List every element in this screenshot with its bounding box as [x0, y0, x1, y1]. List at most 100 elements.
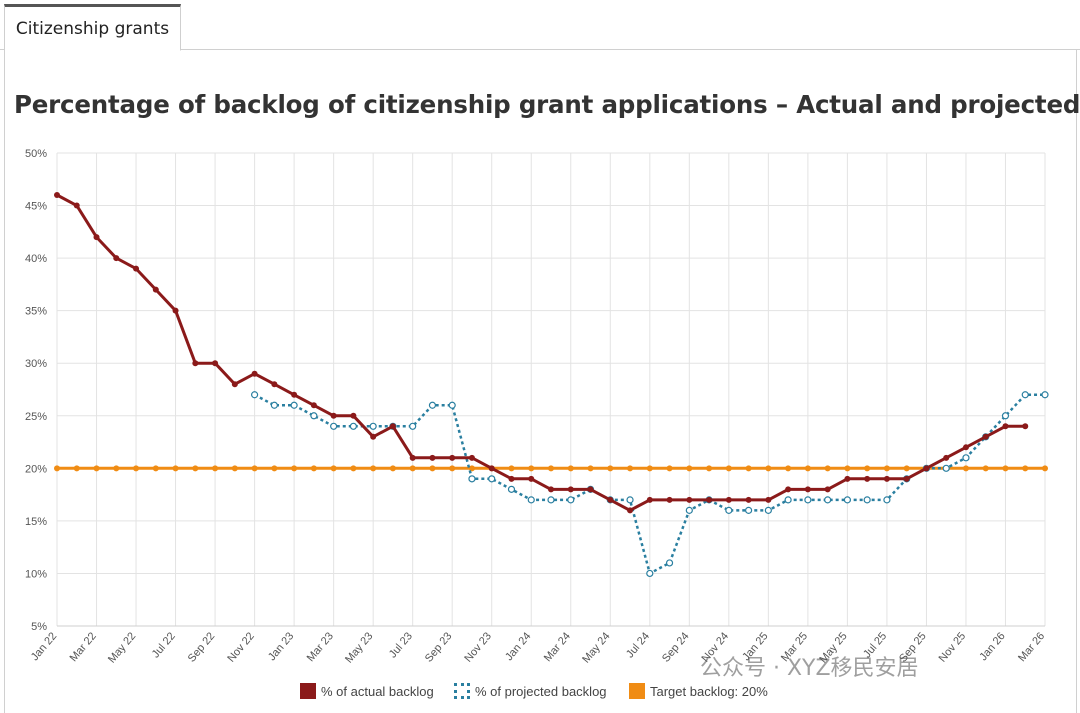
data-point-target: [409, 465, 416, 472]
data-point-actual: [883, 475, 890, 482]
chart-title: Percentage of backlog of citizenship gra…: [14, 90, 1080, 119]
legend-item-target[interactable]: Target backlog: 20%: [629, 683, 768, 699]
data-point-actual: [725, 496, 732, 503]
tab-citizenship-grants[interactable]: Citizenship grants: [4, 4, 181, 51]
data-point-projected: [863, 496, 871, 504]
data-point-actual: [943, 454, 950, 461]
data-point-projected: [942, 464, 950, 472]
x-tick-label: May 24: [580, 630, 612, 665]
data-point-target: [745, 465, 752, 472]
data-point-projected: [270, 401, 278, 409]
data-point-projected: [725, 506, 733, 514]
watermark-text: 公众号 · XYZ移民安居: [700, 656, 919, 681]
data-point-target: [725, 465, 732, 472]
data-point-projected: [310, 412, 318, 420]
data-point-target: [73, 465, 80, 472]
data-point-projected: [567, 496, 575, 504]
data-point-actual: [804, 486, 811, 493]
data-point-actual: [192, 360, 199, 367]
data-point-actual: [1002, 423, 1009, 430]
data-point-target: [804, 465, 811, 472]
data-point-target: [607, 465, 614, 472]
y-tick-label: 25%: [25, 411, 47, 423]
legend-item-actual[interactable]: % of actual backlog: [300, 683, 434, 699]
legend-item-projected[interactable]: % of projected backlog: [454, 683, 607, 699]
data-point-target: [1042, 465, 1048, 472]
chart-panel: [4, 50, 1077, 713]
data-point-target: [310, 465, 317, 472]
data-point-target: [785, 465, 792, 472]
data-point-actual: [330, 412, 337, 419]
data-point-actual: [765, 496, 772, 503]
data-point-projected: [547, 496, 555, 504]
data-point-projected: [646, 569, 654, 578]
data-point-target: [528, 465, 535, 472]
data-point-actual: [152, 286, 159, 293]
data-point-actual: [133, 265, 140, 272]
data-point-projected: [824, 496, 832, 504]
data-point-actual: [567, 486, 574, 493]
data-point-actual: [587, 486, 594, 493]
data-point-actual: [93, 234, 100, 241]
data-point-target: [883, 465, 890, 472]
data-point-projected: [369, 422, 377, 430]
y-tick-label: 50%: [25, 148, 47, 160]
data-point-target: [962, 465, 969, 472]
data-point-actual: [548, 486, 554, 493]
chart-legend: % of actual backlog % of projected backl…: [0, 683, 1080, 703]
x-tick-label: Jul 23: [387, 630, 415, 660]
data-point-actual: [350, 412, 357, 419]
data-point-target: [468, 465, 475, 472]
data-point-projected: [428, 401, 437, 409]
data-point-actual: [706, 496, 713, 503]
data-point-target: [172, 465, 179, 472]
data-point-actual: [844, 475, 851, 482]
data-point-target: [567, 465, 574, 472]
data-point-projected: [685, 506, 693, 514]
data-point-projected: [1041, 391, 1049, 399]
x-tick-label: May 23: [343, 630, 375, 665]
data-point-actual: [389, 423, 396, 430]
x-tick-label: Mar 24: [542, 630, 573, 664]
data-point-target: [152, 465, 159, 472]
x-tick-label: Nov 22: [225, 630, 257, 664]
y-tick-label: 40%: [25, 253, 47, 265]
data-point-actual: [449, 454, 456, 461]
data-point-actual: [627, 507, 634, 514]
legend-swatch-projected: [454, 683, 470, 699]
data-point-actual: [370, 433, 377, 440]
x-tick-label: Jan 22: [29, 630, 59, 663]
y-tick-label: 35%: [25, 306, 47, 318]
data-point-projected: [1021, 391, 1029, 399]
x-tick-label: Jan 23: [266, 630, 296, 663]
data-point-actual: [508, 475, 515, 482]
data-point-target: [93, 465, 100, 472]
legend-swatch-target: [629, 683, 645, 699]
data-point-projected: [1001, 412, 1010, 420]
data-point-target: [350, 465, 357, 472]
y-tick-label: 45%: [25, 201, 47, 213]
data-point-projected: [488, 475, 496, 483]
y-tick-label: 5%: [31, 621, 47, 633]
data-point-target: [251, 465, 258, 472]
data-point-target: [113, 465, 120, 472]
data-point-actual: [113, 255, 120, 262]
data-point-actual: [212, 360, 219, 367]
data-point-actual: [982, 433, 989, 440]
x-tick-label: Mar 22: [68, 630, 99, 664]
data-point-target: [548, 465, 554, 472]
data-point-target: [824, 465, 831, 472]
y-tick-label: 20%: [25, 463, 47, 475]
data-point-target: [54, 465, 60, 472]
data-point-target: [370, 465, 377, 472]
data-point-target: [1022, 465, 1029, 472]
data-point-target: [133, 465, 140, 472]
data-point-projected: [349, 422, 357, 430]
x-tick-label: Jul 24: [624, 630, 652, 660]
data-point-target: [686, 465, 693, 472]
data-point-target: [1002, 465, 1009, 472]
data-point-projected: [843, 496, 852, 504]
data-point-actual: [73, 202, 80, 209]
x-tick-label: Jan 24: [503, 630, 533, 663]
